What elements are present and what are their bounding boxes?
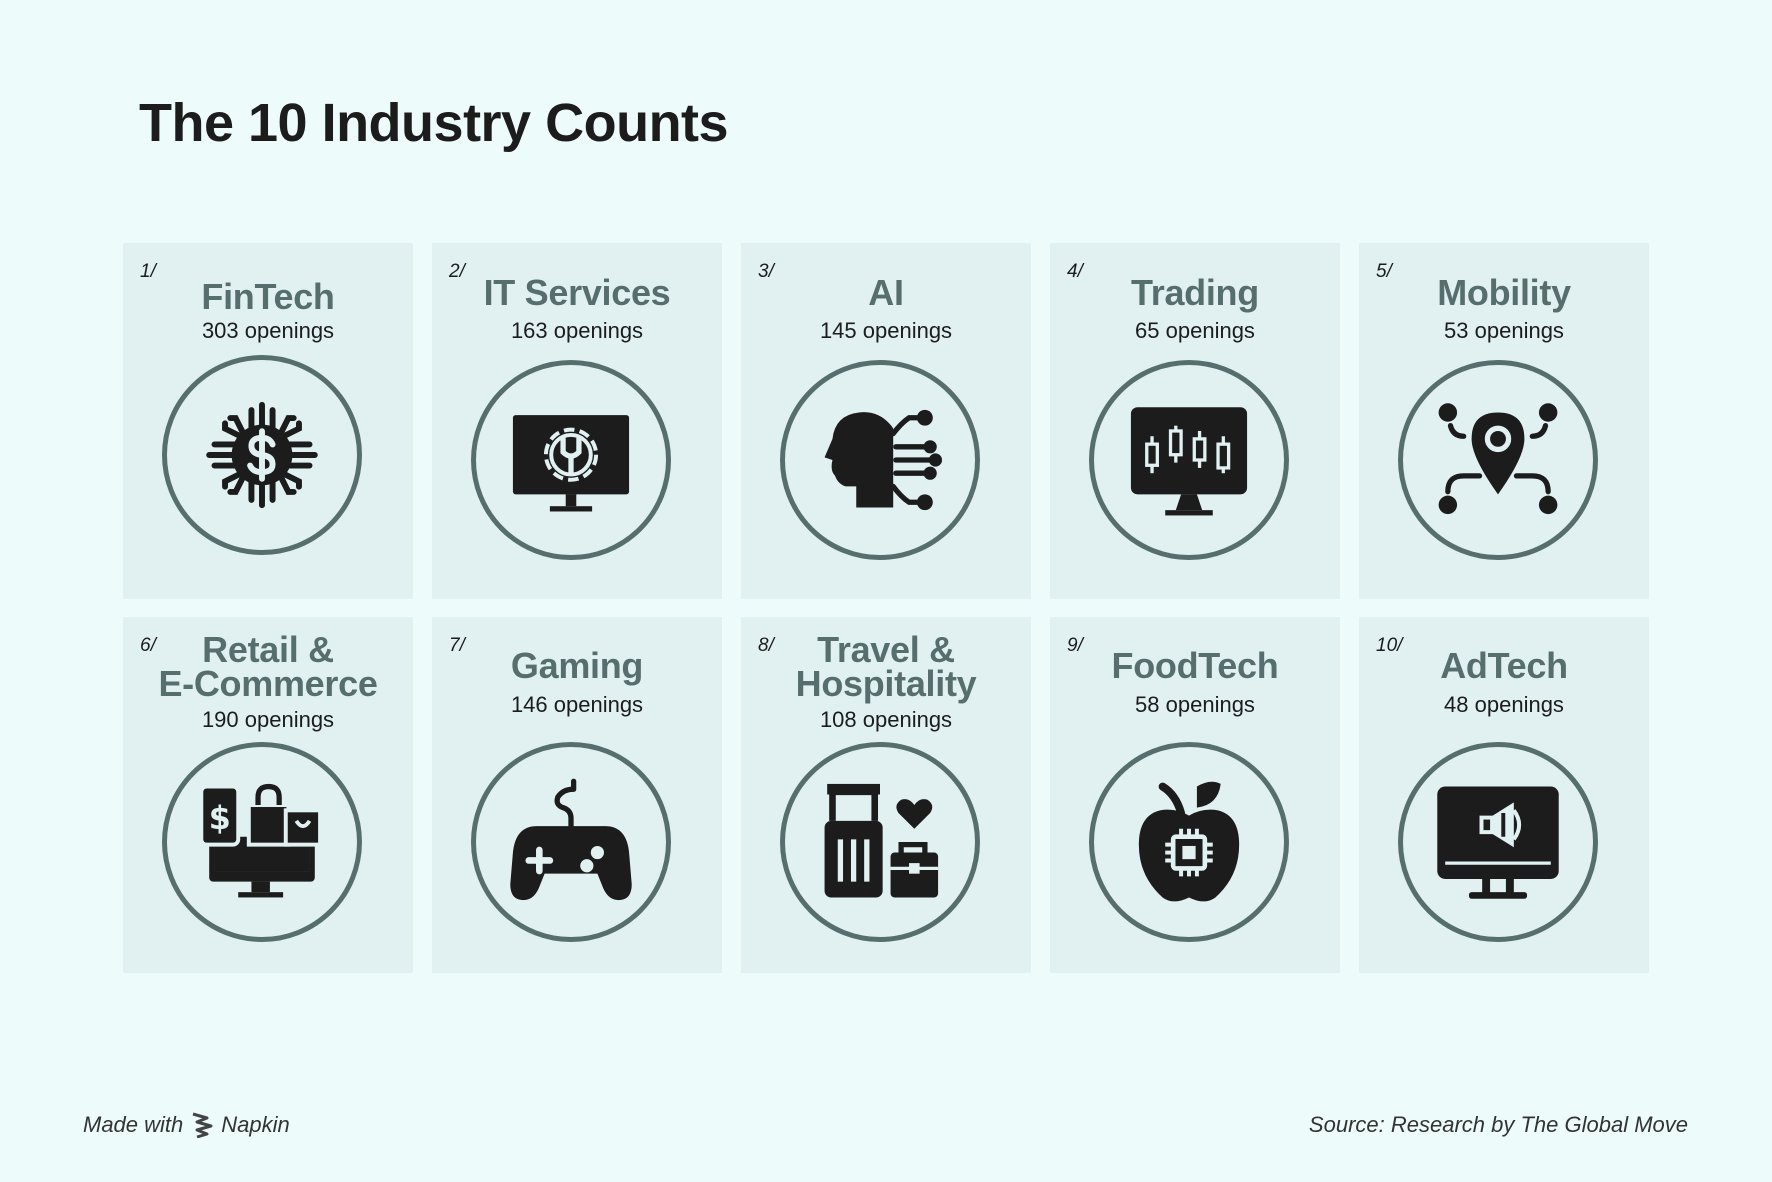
industry-card-trading: 4/ Trading 65 openings xyxy=(1050,243,1340,599)
card-name: FinTech xyxy=(201,276,335,317)
card-rank: 3/ xyxy=(758,261,774,282)
card-count: 145 openings xyxy=(819,318,953,343)
card-name: FoodTech xyxy=(1111,645,1279,686)
page-title: The 10 Industry Counts xyxy=(139,93,729,153)
card-name: Trading xyxy=(1131,272,1259,313)
card-rank: 7/ xyxy=(449,635,465,656)
apple-chip-icon xyxy=(1138,781,1240,902)
ecommerce-icon: $ xyxy=(199,783,323,898)
industry-card-it-services: 2/ IT Services 163 openings xyxy=(432,243,722,599)
gamepad-icon xyxy=(510,778,632,901)
card-count: 108 openings xyxy=(819,707,953,732)
card-name: AdTech xyxy=(1440,645,1568,686)
card-count: 146 openings xyxy=(510,692,644,717)
card-name: Mobility xyxy=(1437,272,1571,313)
icon-ring: $ xyxy=(162,742,362,942)
card-rank: 10/ xyxy=(1376,635,1403,656)
fintech-icon xyxy=(206,401,318,509)
card-rank: 6/ xyxy=(140,635,156,656)
card-rank: 8/ xyxy=(758,635,774,656)
icon-ring xyxy=(1089,742,1289,942)
luggage-icon xyxy=(824,783,939,898)
icon-ring xyxy=(780,742,980,942)
card-rank: 5/ xyxy=(1376,261,1392,282)
card-count: 58 openings xyxy=(1135,692,1255,717)
card-count: 48 openings xyxy=(1444,692,1564,717)
industry-card-mobility: 5/ Mobility 53 openings xyxy=(1359,243,1649,599)
card-count: 53 openings xyxy=(1444,318,1564,343)
made-with-napkin: Made with Napkin xyxy=(83,1112,290,1138)
trading-monitor-icon xyxy=(1130,407,1248,516)
card-rank: 4/ xyxy=(1067,261,1083,282)
icon-ring xyxy=(471,360,671,560)
card-count: 190 openings xyxy=(201,707,335,732)
industry-card-foodtech: 9/ FoodTech 58 openings xyxy=(1050,617,1340,973)
card-name: Travel & Hospitality xyxy=(761,629,1011,704)
icon-ring xyxy=(1398,360,1598,560)
card-name-line1: Retail & xyxy=(202,629,334,670)
card-count: 163 openings xyxy=(510,318,644,343)
industry-card-gaming: 7/ Gaming 146 openings xyxy=(432,617,722,973)
napkin-logo-icon xyxy=(192,1112,213,1138)
it-services-icon xyxy=(512,415,630,512)
industry-card-fintech: 1/ FinTech 303 openings xyxy=(123,243,413,599)
card-count: 65 openings xyxy=(1135,318,1255,343)
card-rank: 9/ xyxy=(1067,635,1083,656)
card-name: IT Services xyxy=(483,272,671,313)
industry-card-retail-ecommerce: 6/ Retail & E-Commerce 190 openings $ xyxy=(123,617,413,973)
card-name-line2: Hospitality xyxy=(795,663,977,704)
card-name: Retail & E-Commerce xyxy=(143,629,393,704)
card-count: 303 openings xyxy=(201,318,335,343)
industry-card-travel-hospitality: 8/ Travel & Hospitality 108 openings xyxy=(741,617,1031,973)
card-rank: 1/ xyxy=(140,261,156,282)
made-with-label: Made with xyxy=(83,1112,184,1137)
card-name: AI xyxy=(868,272,904,313)
source-note: Source: Research by The Global Move xyxy=(1308,1112,1688,1137)
ad-monitor-icon xyxy=(1437,786,1559,899)
icon-ring xyxy=(780,360,980,560)
ai-head-icon xyxy=(824,409,943,511)
card-name-line2: E-Commerce xyxy=(158,663,378,704)
industry-card-ai: 3/ AI 145 openings xyxy=(741,243,1031,599)
industry-grid: 1/ FinTech 303 openings 2/ IT Services 1… xyxy=(123,243,1649,973)
icon-ring xyxy=(1089,360,1289,560)
card-name: Gaming xyxy=(510,645,644,686)
industry-card-adtech: 10/ AdTech 48 openings xyxy=(1359,617,1649,973)
mobility-pin-icon xyxy=(1438,403,1558,515)
icon-ring xyxy=(162,355,362,555)
card-name-line1: Travel & xyxy=(817,629,955,670)
card-rank: 2/ xyxy=(449,261,465,282)
icon-ring xyxy=(1398,742,1598,942)
napkin-brand: Napkin xyxy=(221,1112,290,1137)
icon-ring xyxy=(471,742,671,942)
svg-text:$: $ xyxy=(209,801,231,837)
